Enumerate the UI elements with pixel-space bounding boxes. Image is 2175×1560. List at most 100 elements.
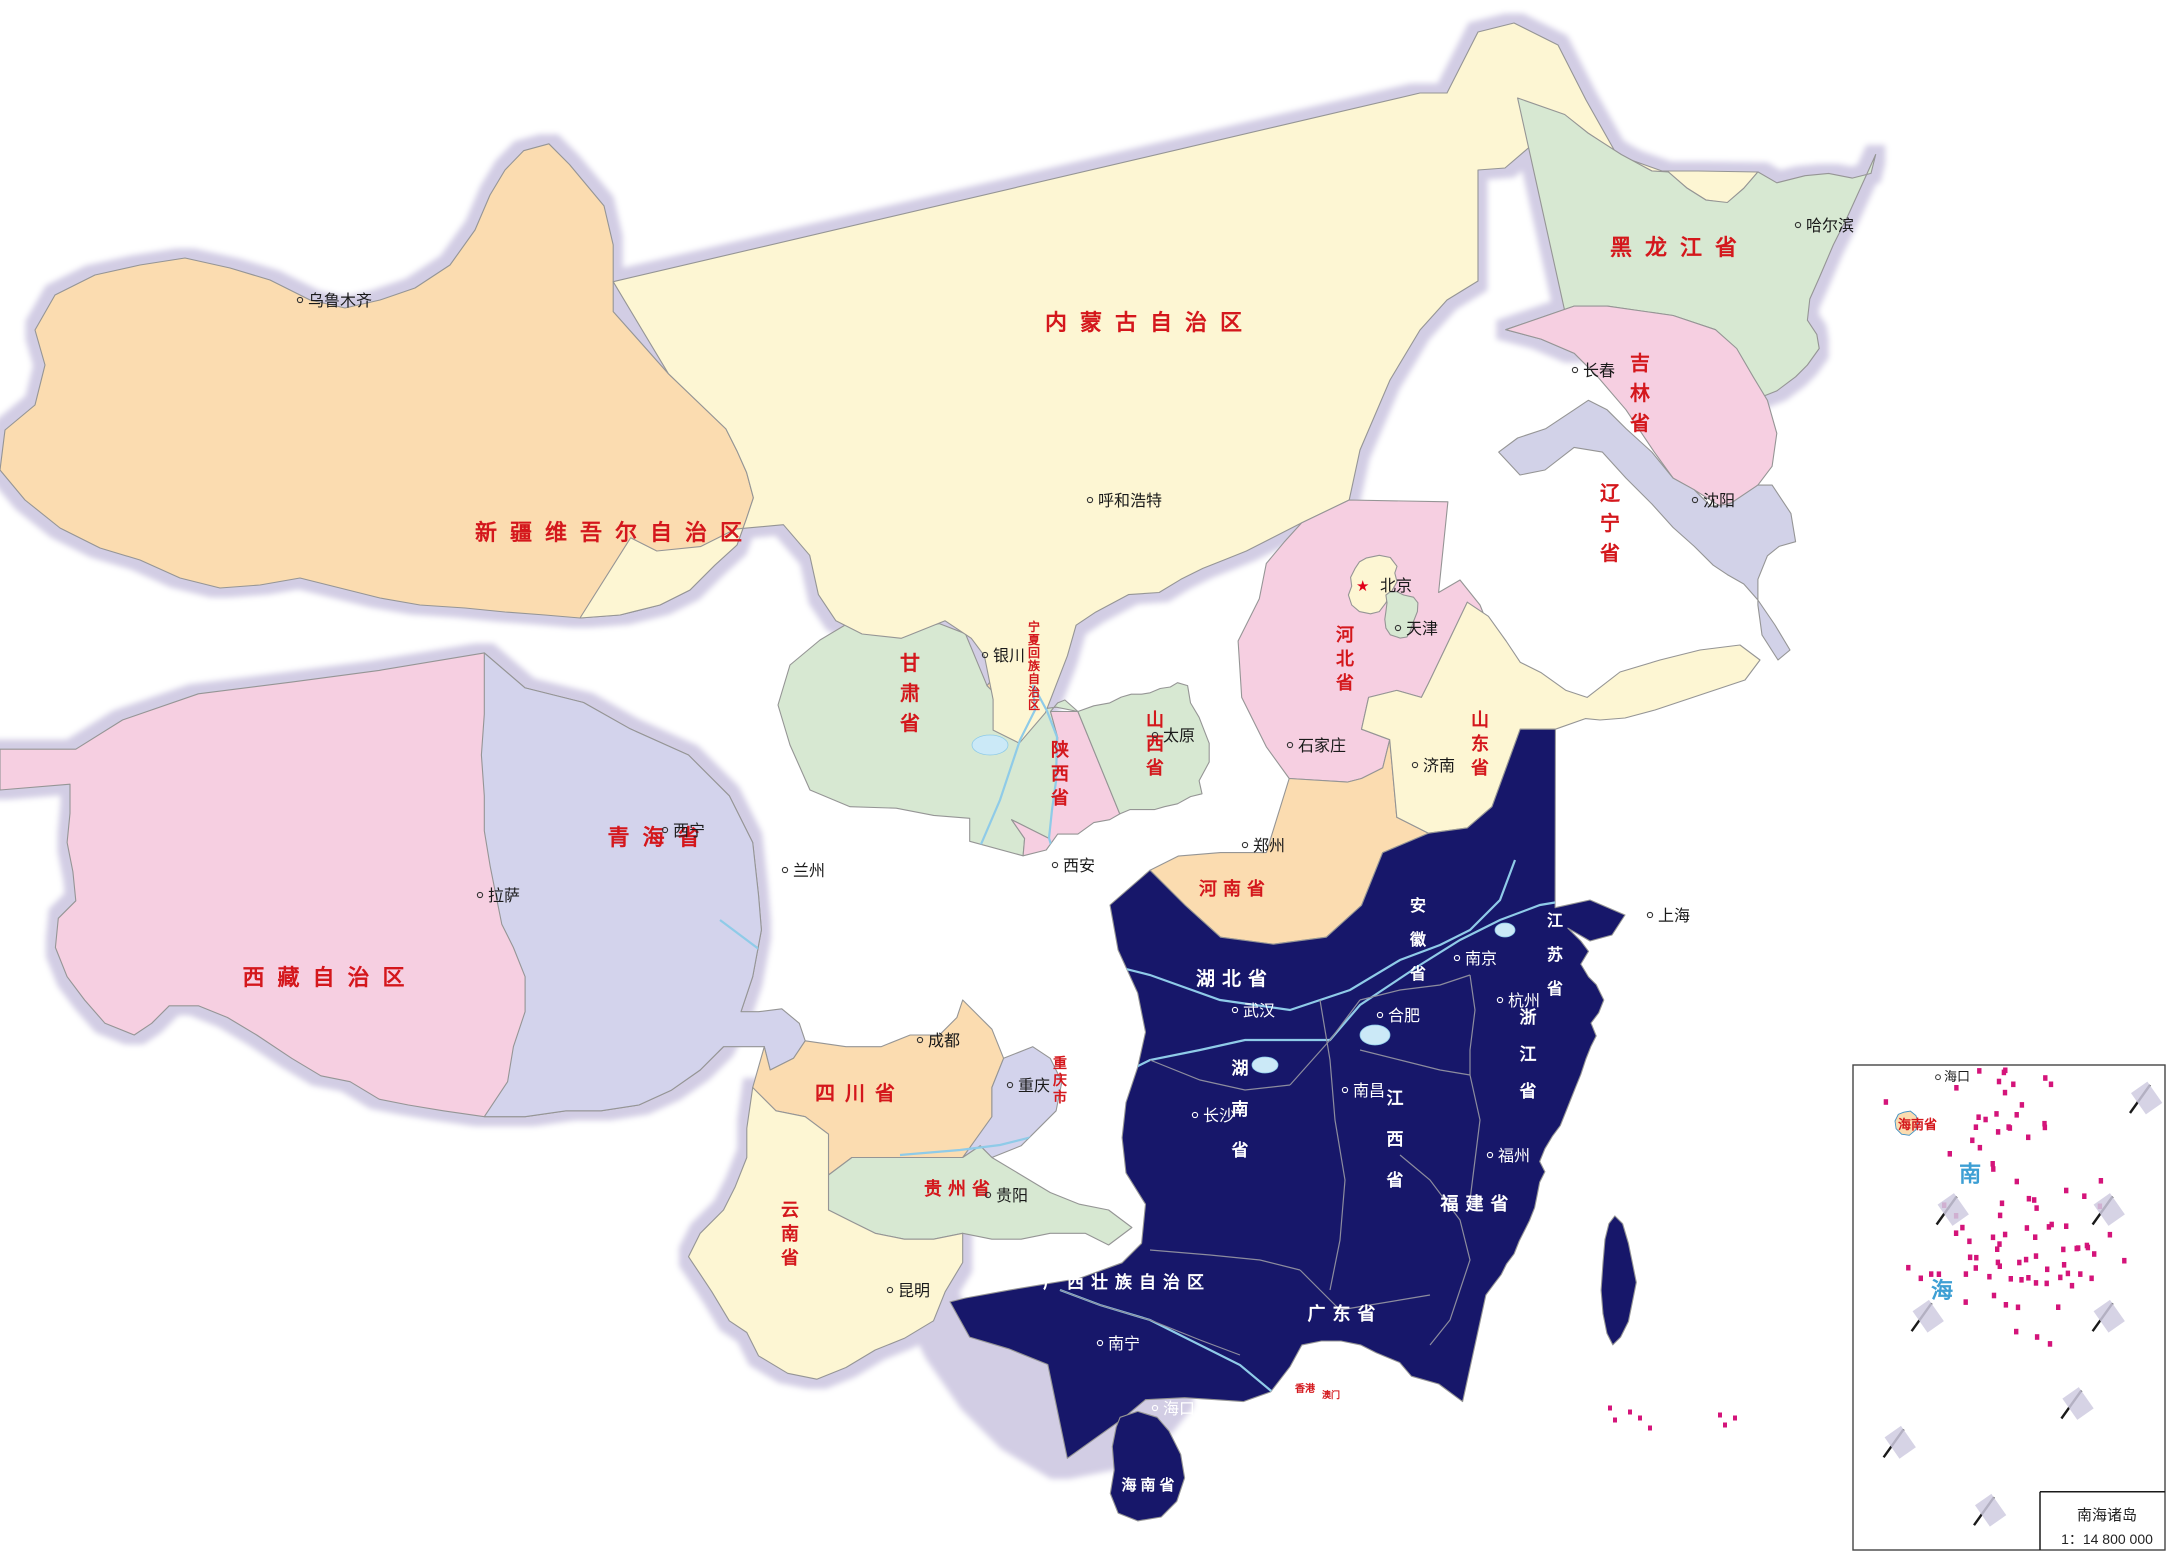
svg-text:1：14 800 000: 1：14 800 000: [2061, 1531, 2153, 1547]
svg-text:省: 省: [1050, 787, 1069, 808]
svg-text:河南省: 河南省: [1199, 878, 1271, 899]
svg-text:台北: 台北: [1643, 1227, 1675, 1245]
svg-text:江: 江: [1387, 1089, 1404, 1108]
svg-text:山: 山: [1471, 710, 1489, 730]
svg-text:长沙: 长沙: [1203, 1107, 1235, 1125]
svg-text:西: 西: [1387, 1130, 1404, 1149]
svg-text:重: 重: [1053, 1055, 1067, 1071]
svg-text:西安: 西安: [1063, 857, 1095, 875]
svg-text:海南省: 海南省: [1898, 1117, 1937, 1132]
svg-text:广州: 广州: [1248, 1467, 1280, 1485]
svg-text:族: 族: [1028, 658, 1041, 673]
svg-text:江: 江: [1520, 1045, 1537, 1064]
svg-text:武汉: 武汉: [1243, 1002, 1275, 1020]
svg-text:广西壮族自治区: 广西壮族自治区: [1043, 1272, 1211, 1292]
svg-text:江: 江: [1547, 912, 1563, 930]
svg-text:南昌: 南昌: [1353, 1082, 1385, 1100]
svg-text:省: 省: [1546, 979, 1563, 998]
svg-text:庆: 庆: [1053, 1072, 1067, 1088]
svg-text:香港: 香港: [1295, 1382, 1316, 1395]
svg-text:省: 省: [1335, 672, 1354, 693]
svg-text:省: 省: [1629, 412, 1650, 435]
svg-text:四川省: 四川省: [815, 1082, 905, 1105]
svg-text:南宁: 南宁: [1108, 1335, 1140, 1353]
svg-text:治: 治: [1028, 684, 1040, 699]
svg-text:区: 区: [1028, 698, 1040, 712]
svg-text:黑龙江省: 黑龙江省: [1610, 235, 1750, 260]
svg-text:拉萨: 拉萨: [488, 887, 520, 905]
svg-text:安: 安: [1410, 896, 1426, 915]
svg-text:浙: 浙: [1520, 1007, 1537, 1027]
svg-text:郑州: 郑州: [1253, 837, 1285, 855]
svg-text:省: 省: [780, 1247, 799, 1268]
svg-text:贵阳: 贵阳: [996, 1187, 1028, 1205]
svg-text:市: 市: [1053, 1089, 1067, 1105]
svg-text:杭州: 杭州: [1508, 992, 1540, 1010]
svg-text:西: 西: [1051, 764, 1069, 784]
svg-text:湖北省: 湖北省: [1196, 968, 1274, 990]
svg-text:省: 省: [1599, 542, 1620, 565]
svg-text:湖: 湖: [1232, 1059, 1249, 1078]
svg-text:银川: 银川: [993, 647, 1025, 665]
svg-text:宁: 宁: [1028, 619, 1040, 634]
svg-text:呼和浩特: 呼和浩特: [1098, 492, 1162, 510]
svg-text:西: 西: [1146, 734, 1164, 754]
svg-text:海南省: 海南省: [1121, 1476, 1178, 1494]
svg-text:澳门: 澳门: [1322, 1389, 1340, 1400]
svg-text:上海: 上海: [1658, 907, 1690, 925]
svg-text:海: 海: [1931, 1278, 1953, 1303]
svg-text:广东省: 广东省: [1308, 1303, 1383, 1324]
svg-text:沈阳: 沈阳: [1703, 492, 1735, 510]
svg-text:福建省: 福建省: [1440, 1193, 1516, 1214]
svg-text:省: 省: [1386, 1170, 1404, 1190]
svg-text:吉: 吉: [1630, 352, 1650, 375]
svg-text:新疆维吾尔自治区: 新疆维吾尔自治区: [475, 520, 755, 545]
svg-text:省: 省: [899, 712, 920, 735]
svg-text:林: 林: [1630, 381, 1650, 405]
svg-text:辽: 辽: [1600, 482, 1621, 505]
svg-text:省: 省: [1145, 757, 1164, 778]
svg-text:石家庄: 石家庄: [1298, 737, 1346, 755]
svg-text:肃: 肃: [900, 682, 920, 705]
svg-text:东: 东: [1471, 733, 1489, 754]
svg-text:长春: 长春: [1583, 362, 1615, 380]
svg-text:西宁: 西宁: [673, 822, 705, 840]
svg-text:夏: 夏: [1028, 633, 1041, 647]
svg-text:自: 自: [1028, 671, 1040, 686]
svg-text:陕: 陕: [1051, 739, 1069, 760]
svg-text:哈尔滨: 哈尔滨: [1806, 217, 1854, 235]
svg-text:云: 云: [781, 1200, 799, 1220]
svg-text:乌鲁木齐: 乌鲁木齐: [308, 292, 372, 310]
svg-text:太原: 太原: [1163, 727, 1195, 745]
svg-text:海口: 海口: [1163, 1400, 1195, 1418]
svg-text:省: 省: [1470, 757, 1489, 778]
svg-text:苏: 苏: [1547, 945, 1563, 964]
svg-text:成都: 成都: [928, 1032, 960, 1050]
svg-text:北京: 北京: [1380, 577, 1412, 595]
svg-text:甘: 甘: [900, 652, 920, 675]
svg-text:兰州: 兰州: [793, 862, 825, 880]
svg-text:合肥: 合肥: [1388, 1007, 1420, 1025]
svg-text:★: ★: [1356, 578, 1369, 595]
svg-text:南: 南: [781, 1223, 799, 1244]
svg-text:重庆: 重庆: [1018, 1077, 1050, 1095]
svg-text:南京: 南京: [1465, 950, 1497, 968]
svg-text:省: 省: [1409, 964, 1426, 983]
svg-text:宁: 宁: [1600, 511, 1620, 535]
svg-text:福州: 福州: [1498, 1147, 1530, 1165]
svg-text:河: 河: [1336, 625, 1354, 645]
svg-text:内蒙古自治区: 内蒙古自治区: [1045, 310, 1255, 335]
svg-text:南海诸岛: 南海诸岛: [2077, 1507, 2137, 1524]
svg-text:北: 北: [1336, 649, 1354, 669]
svg-text:山: 山: [1146, 710, 1164, 730]
svg-text:徽: 徽: [1409, 930, 1427, 949]
svg-text:省: 省: [1519, 1081, 1537, 1101]
svg-text:天津: 天津: [1406, 620, 1438, 638]
svg-text:昆明: 昆明: [898, 1283, 930, 1300]
svg-text:济南: 济南: [1423, 757, 1455, 775]
svg-text:省: 省: [1231, 1140, 1249, 1160]
svg-text:南: 南: [1959, 1161, 1981, 1186]
svg-text:海口: 海口: [1944, 1069, 1970, 1084]
svg-text:回: 回: [1028, 646, 1040, 660]
svg-text:西藏自治区: 西藏自治区: [242, 965, 417, 990]
